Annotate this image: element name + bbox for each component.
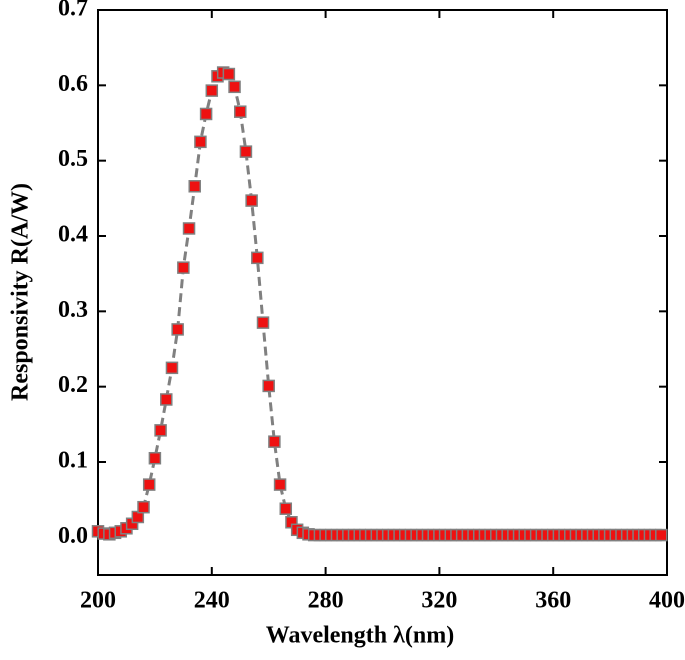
data-point <box>199 107 213 121</box>
data-point <box>228 80 241 94</box>
data-point <box>194 135 207 149</box>
data-point <box>256 316 270 329</box>
data-point <box>182 222 196 235</box>
data-point <box>148 451 162 465</box>
data-line <box>97 70 662 537</box>
plot-frame <box>97 9 668 576</box>
y-tick-label: 0.0 <box>58 523 88 549</box>
data-point <box>142 478 156 491</box>
data-point <box>205 84 219 97</box>
data-point <box>268 435 281 448</box>
y-tick-label: 0.6 <box>58 71 88 97</box>
y-tick-label: 0.1 <box>58 448 88 474</box>
data-point <box>171 323 184 336</box>
data-point <box>234 105 247 118</box>
data-point <box>188 180 201 193</box>
data-point <box>177 261 190 274</box>
data-point <box>222 67 236 81</box>
y-tick-label: 0.3 <box>58 297 88 323</box>
x-axis-label: Wavelength λ(nm) <box>266 623 454 649</box>
y-tick-label: 0.4 <box>58 222 88 248</box>
data-point <box>273 478 287 491</box>
data-point <box>165 361 179 375</box>
data-point <box>137 500 150 514</box>
data-point <box>160 393 173 406</box>
data-point <box>279 502 293 515</box>
y-axis-label: Responsivity R(A/W) <box>8 183 34 401</box>
data-point <box>245 194 258 207</box>
x-tick-label: 200 <box>80 588 116 614</box>
data-point <box>154 424 167 437</box>
x-tick-label: 400 <box>649 588 685 614</box>
x-tick-label: 240 <box>194 588 230 614</box>
data-point <box>239 145 253 158</box>
data-point <box>655 528 668 542</box>
data-point <box>251 251 264 265</box>
data-point <box>262 379 275 393</box>
y-tick-label: 0.2 <box>58 372 88 398</box>
x-tick-label: 280 <box>308 588 344 614</box>
y-tick-label: 0.7 <box>58 0 88 22</box>
x-tick-label: 360 <box>535 588 571 614</box>
x-tick-label: 320 <box>421 588 457 614</box>
y-tick-label: 0.5 <box>58 146 88 172</box>
